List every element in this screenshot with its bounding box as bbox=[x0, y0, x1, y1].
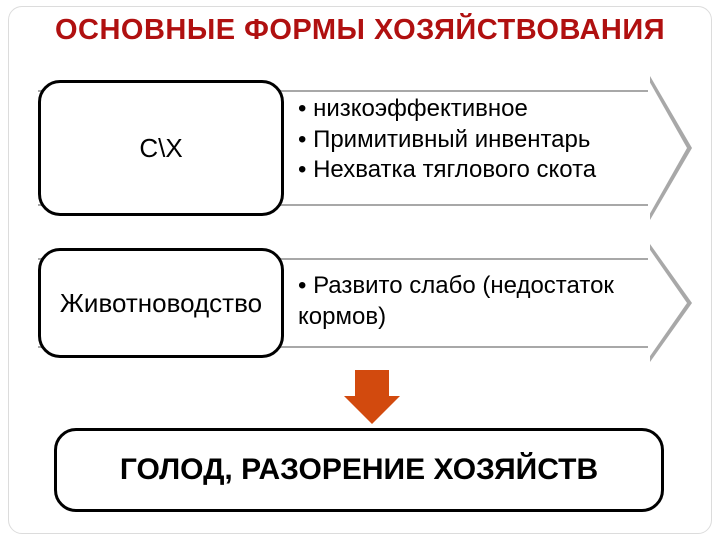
label-box-livestock: Животноводство bbox=[38, 248, 284, 358]
bullet-list: Развито слабо (недостаток кормов) bbox=[298, 271, 638, 332]
down-arrow-icon bbox=[355, 370, 389, 396]
arrow-head-fill bbox=[648, 79, 687, 217]
down-arrow-head-icon bbox=[344, 396, 400, 424]
label-box-agriculture: С\Х bbox=[38, 80, 284, 216]
page-title: ОСНОВНЫЕ ФОРМЫ ХОЗЯЙСТВОВАНИЯ bbox=[0, 14, 720, 47]
bullet-list: низкоэффективное Примитивный инвентарь Н… bbox=[298, 94, 596, 186]
label-text: Животноводство bbox=[60, 288, 262, 319]
conclusion-text: ГОЛОД, РАЗОРЕНИЕ ХОЗЯЙСТВ bbox=[120, 453, 598, 487]
arrow-head-fill bbox=[648, 247, 687, 359]
row-agriculture: С\Х низкоэффективное Примитивный инвента… bbox=[38, 80, 694, 216]
row-livestock: Животноводство Развито слабо (недостаток… bbox=[38, 248, 694, 358]
bullet-item: Развито слабо (недостаток кормов) bbox=[298, 271, 638, 332]
bullet-item: Нехватка тяглового скота bbox=[298, 155, 596, 186]
label-text: С\Х bbox=[139, 133, 182, 164]
conclusion-box: ГОЛОД, РАЗОРЕНИЕ ХОЗЯЙСТВ bbox=[54, 428, 664, 512]
bullet-item: низкоэффективное bbox=[298, 94, 596, 125]
bullet-item: Примитивный инвентарь bbox=[298, 125, 596, 156]
